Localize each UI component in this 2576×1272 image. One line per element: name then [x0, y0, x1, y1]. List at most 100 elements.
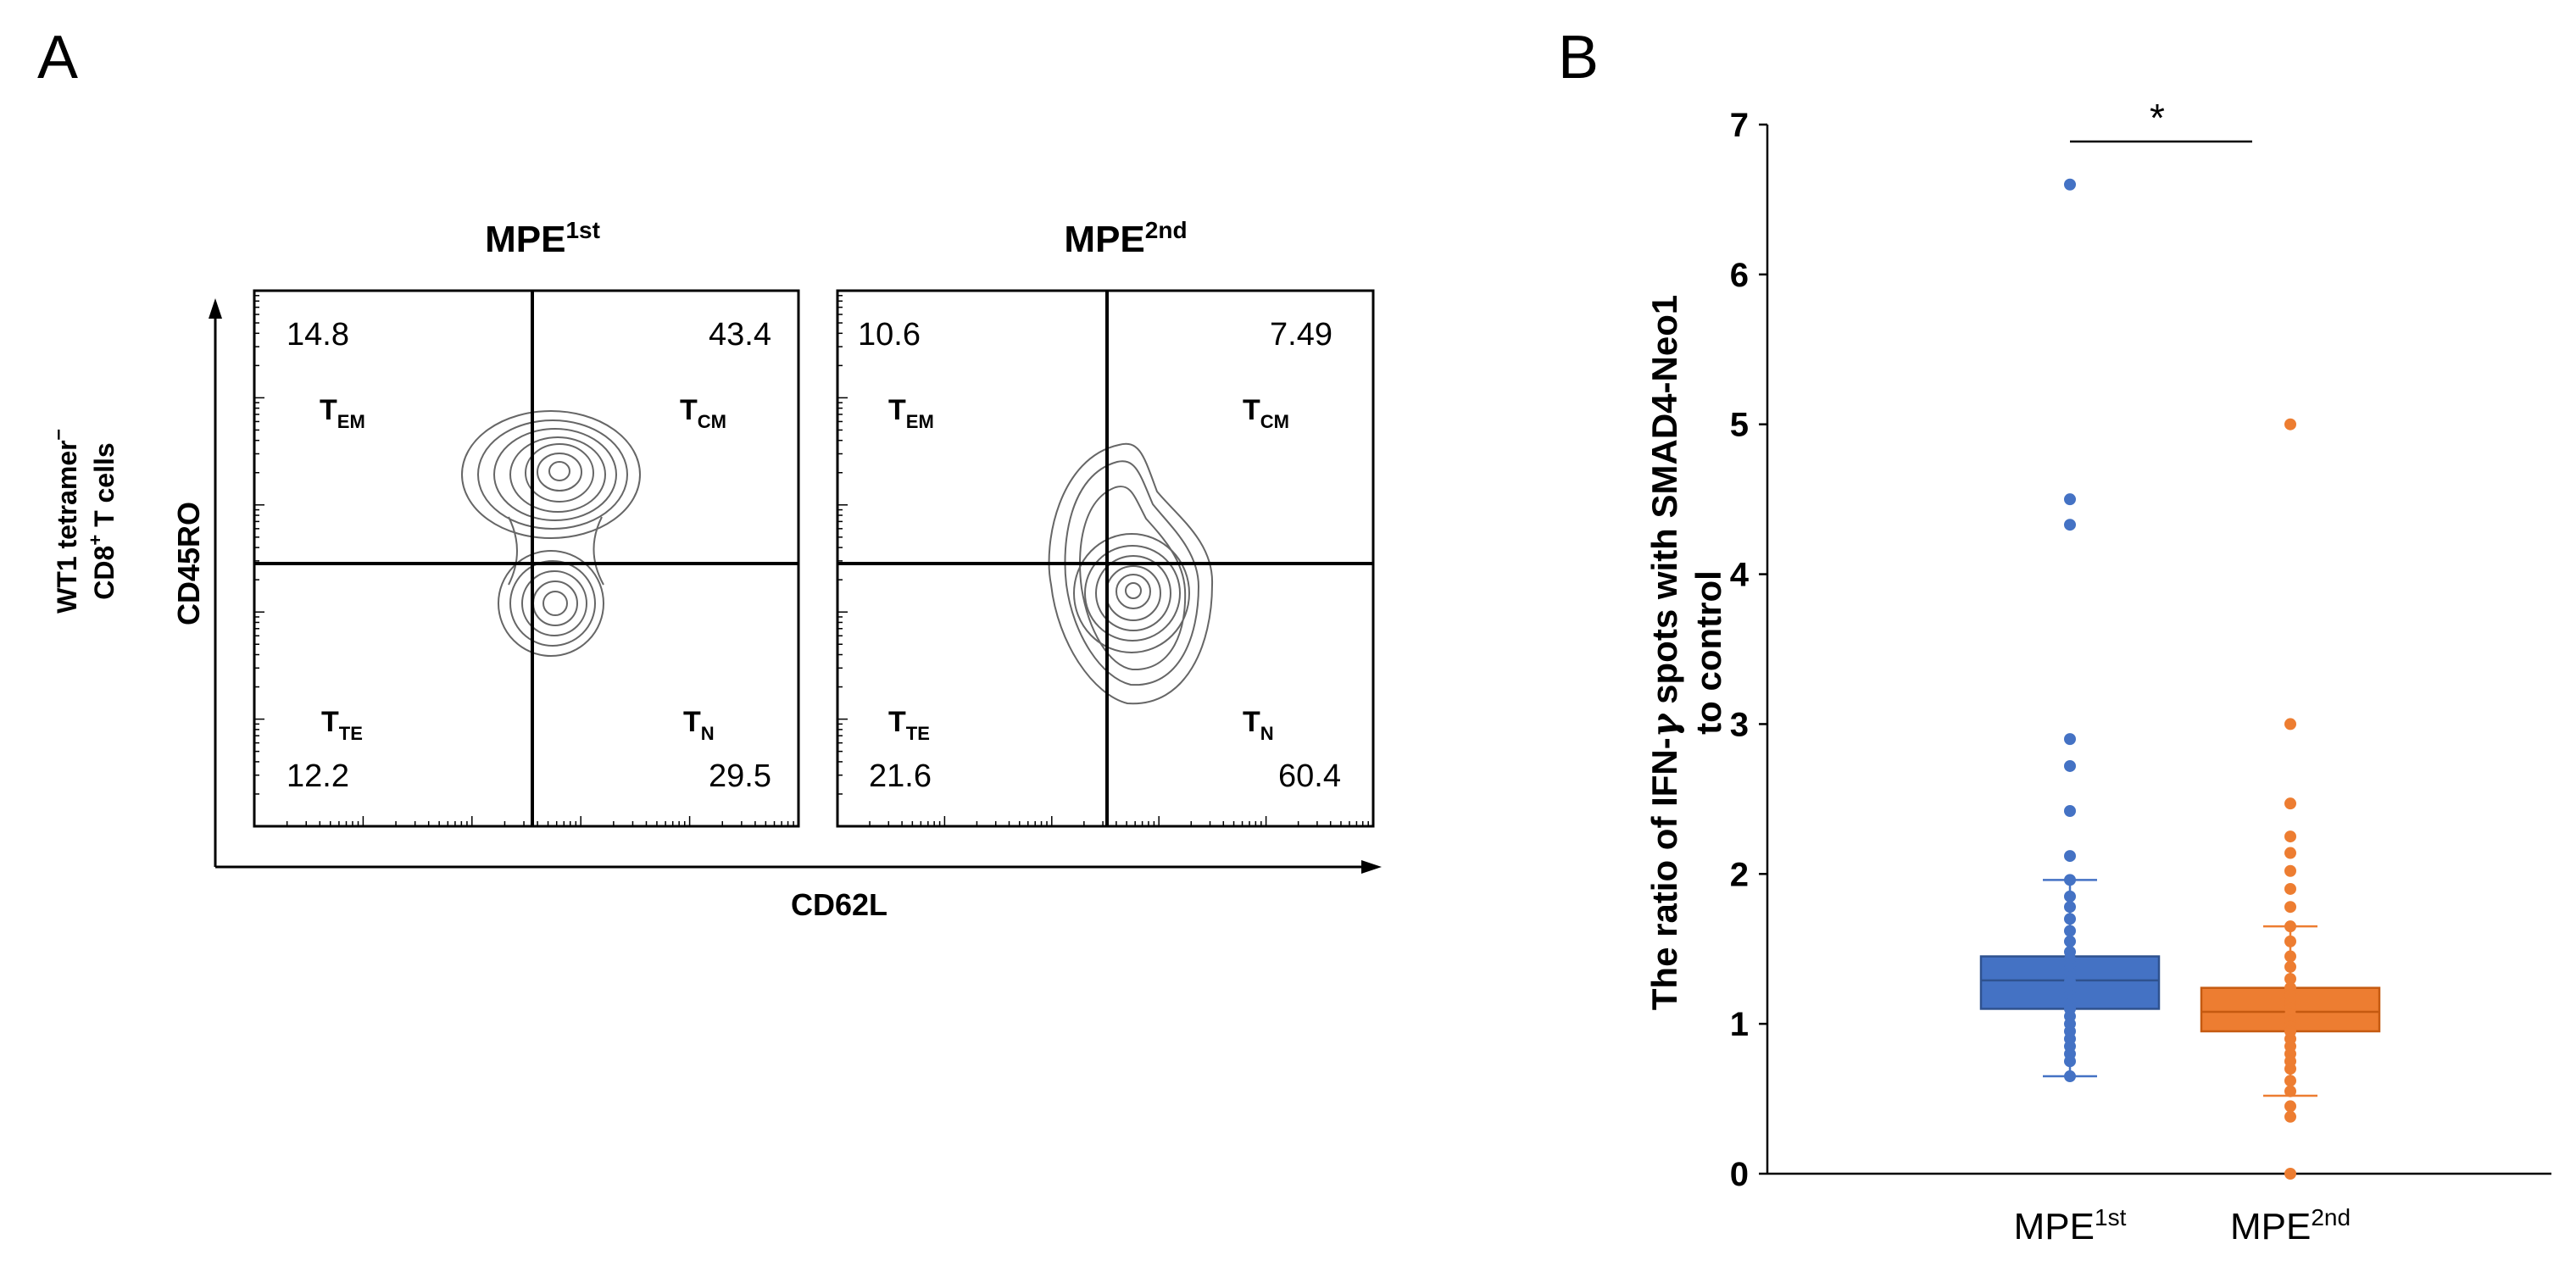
flow-plot-2: MPE2nd 10.6 7.49 21.6 60.4 TEM T [836, 217, 1375, 828]
plot1-contour-upper-4 [509, 436, 606, 513]
plot2-q-tl-value: 10.6 [858, 317, 921, 353]
svg-text:MPE2nd: MPE2nd [1064, 217, 1187, 260]
plot2-contour-inner-6 [1125, 582, 1142, 599]
ylabel-line2: to control [1689, 570, 1728, 735]
data-point [2064, 1070, 2076, 1083]
y-tick-label: 1 [1730, 1006, 1749, 1043]
x-category-name: MPE [2014, 1206, 2095, 1247]
ylabel-line1-a: The ratio of IFN- [1644, 737, 1684, 1010]
plot2-contour-inner-1 [1073, 533, 1190, 653]
plot2-tem-label: T [888, 394, 906, 426]
plot2-tcm-label: T [1243, 394, 1260, 426]
data-point [2064, 890, 2076, 903]
plot1-q-bl-value: 12.2 [287, 758, 349, 794]
plot1-contour-lower-1 [498, 550, 604, 657]
plot1-frame [253, 289, 800, 828]
y-tick-label: 0 [1730, 1156, 1749, 1193]
panel-b-letter: B [1558, 24, 1599, 92]
panel-a-x-arrowhead [1361, 860, 1382, 874]
plot2-tte-label: T [888, 706, 906, 738]
svg-text:TN: TN [1243, 706, 1274, 744]
ylabel-line1-gamma: γ [1644, 712, 1685, 737]
svg-text:TCM: TCM [680, 394, 726, 432]
svg-text:TEM: TEM [320, 394, 365, 432]
plot1-title: MPE [485, 219, 565, 260]
x-category-label: MPE2nd [2230, 1204, 2351, 1247]
plot1-tem-sub: EM [337, 411, 365, 432]
flow-plot-1: MPE1st 14.8 43 [253, 217, 800, 828]
plot1-tte-sub: TE [339, 723, 363, 744]
x-category-name: MPE [2230, 1206, 2311, 1247]
plot1-q-tr-value: 43.4 [709, 317, 771, 353]
data-point [2284, 797, 2296, 810]
plot1-title-sup: 1st [565, 217, 599, 243]
data-point [2284, 1100, 2296, 1113]
y-tick-label: 7 [1730, 107, 1749, 144]
plot1-contours [461, 410, 641, 657]
plot1-contour-waist [508, 516, 604, 586]
significance-star: * [2150, 96, 2165, 140]
data-point [2064, 925, 2076, 937]
data-point [2064, 850, 2076, 863]
data-point [2284, 864, 2296, 877]
plot1-tn-sub: N [701, 723, 715, 744]
panel-a-letter: A [37, 24, 78, 92]
plot2-tte-sub: TE [906, 723, 930, 744]
data-point [2064, 874, 2076, 886]
data-point [2284, 1075, 2296, 1087]
plot1-tte-label: T [321, 706, 339, 738]
x-category-sup: 1st [2095, 1204, 2127, 1230]
y-title-line1: WT1 tetramer [52, 440, 82, 614]
plot1-contour-lower-4 [532, 580, 578, 626]
ylabel-line1-b: spots with SMAD4-Neo1 [1644, 295, 1684, 714]
data-point [2064, 805, 2076, 818]
y-title-line2-b: T cells [89, 442, 120, 535]
panel-a-y-arrowhead [209, 298, 222, 319]
box-series-1 [1979, 178, 2161, 1083]
data-point [2064, 519, 2076, 531]
svg-text:TTE: TTE [888, 706, 930, 744]
plot1-tem-label: T [320, 394, 337, 426]
plot1-contour-upper-2 [477, 419, 628, 530]
data-point [2284, 920, 2296, 933]
data-point [2064, 935, 2076, 947]
svg-text:The ratio of IFN-γ spots with: The ratio of IFN-γ spots with SMAD4-Neo1 [1644, 295, 1685, 1010]
plot1-contour-upper-3 [493, 428, 617, 521]
plot2-tcm-sub: CM [1260, 411, 1289, 432]
y-marker-label: CD45RO [171, 502, 206, 625]
plot2-tn-label: T [1243, 706, 1260, 738]
plot2-contour-inner-3 [1095, 555, 1171, 631]
plot2-tn-sub: N [1260, 723, 1274, 744]
data-point [2284, 901, 2296, 914]
plot2-q-bl-value: 21.6 [869, 758, 932, 794]
svg-text:TN: TN [683, 706, 715, 744]
data-point [2284, 847, 2296, 859]
plot1-tn-label: T [683, 706, 701, 738]
data-point [2284, 935, 2296, 947]
panel-a-y-title: WT1 tetramer– CD8+ T cells [47, 429, 120, 614]
plot1-contour-lower-5 [542, 591, 568, 616]
plot2-q-tr-value: 7.49 [1270, 317, 1333, 353]
y-title-line1-sup: – [47, 429, 70, 440]
plot2-ticks [837, 295, 1369, 827]
y-tick-label: 5 [1730, 407, 1749, 444]
plot1-contour-upper-5 [525, 443, 594, 503]
data-point [2284, 830, 2296, 843]
plot2-contours [1048, 442, 1214, 705]
panel-a: A WT1 tetramer– CD8+ T cells CD45RO CD62… [37, 24, 1382, 922]
plot1-contour-upper-1 [461, 410, 641, 539]
panel-b: B The ratio of IFN-γ spots with SMAD4-Ne… [1558, 24, 2551, 1247]
svg-text:MPE1st: MPE1st [485, 217, 600, 260]
plot2-q-br-value: 60.4 [1278, 758, 1341, 794]
y-title-line2-sup: + [85, 535, 106, 546]
plot2-contour-outer-1 [1048, 442, 1214, 705]
plot1-tcm-sub: CM [698, 411, 726, 432]
plot1-contour-lower-3 [521, 570, 587, 636]
data-point [2284, 418, 2296, 430]
plot1-contour-lower-2 [509, 560, 596, 647]
data-point [2284, 1168, 2296, 1180]
y-tick-label: 2 [1730, 856, 1749, 893]
x-category-sup: 2nd [2311, 1204, 2351, 1230]
data-point [2064, 901, 2076, 914]
